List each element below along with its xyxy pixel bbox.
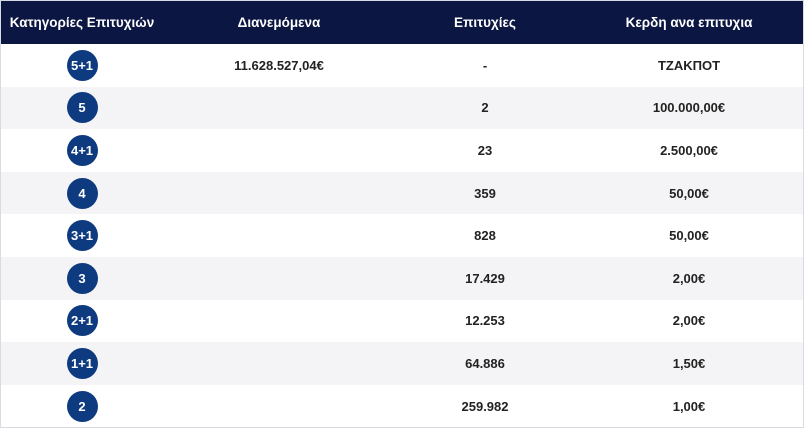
- category-badge: 2+1: [66, 305, 98, 337]
- distributed-cell: 11.628.527,04€: [234, 57, 324, 73]
- header-winners: Επιτυχίες: [454, 15, 516, 30]
- winners-cell: 23: [477, 142, 493, 158]
- winners-cell: 259.982: [461, 398, 509, 414]
- winners-cell: 12.253: [465, 313, 505, 329]
- table-row: 5 2 100.000,00€: [1, 86, 803, 130]
- prize-cell: ΤΖΑΚΠΟΤ: [657, 57, 721, 73]
- distributed-cell: [163, 87, 395, 130]
- prize-cell: 2,00€: [672, 270, 706, 286]
- header-prize: Κερδη ανα επιτυχια: [625, 15, 753, 30]
- table-header: Κατηγορίες Επιτυχιών Διανεμόμενα Επιτυχί…: [1, 1, 803, 44]
- winners-cell: -: [482, 57, 488, 73]
- distributed-cell: [163, 385, 395, 428]
- distributed-cell: [163, 257, 395, 300]
- table-row: 3+1 828 50,00€: [1, 214, 803, 257]
- winners-cell: 17.429: [465, 270, 505, 286]
- category-badge: 4+1: [66, 134, 98, 166]
- prize-cell: 2,00€: [672, 313, 706, 329]
- category-badge: 3+1: [66, 220, 98, 252]
- header-categories: Κατηγορίες Επιτυχιών: [9, 15, 155, 30]
- prize-cell: 1,50€: [672, 355, 706, 371]
- table-row: 4+1 23 2.500,00€: [1, 129, 803, 172]
- distributed-cell: [163, 300, 395, 343]
- winners-cell: 2: [481, 100, 489, 116]
- winners-cell: 828: [474, 228, 496, 244]
- table-row: 2 259.982 1,00€: [1, 384, 803, 428]
- prize-cell: 2.500,00€: [660, 142, 718, 158]
- category-badge: 1+1: [66, 347, 98, 379]
- table-row: 2+1 12.253 2,00€: [1, 299, 803, 343]
- prize-cell: 50,00€: [669, 228, 709, 244]
- category-badge: 4: [66, 177, 98, 209]
- table-body: 5+1 11.628.527,04€ - ΤΖΑΚΠΟΤ 5 2 100.000…: [1, 44, 803, 428]
- category-badge: 2: [66, 390, 98, 422]
- table-row: 5+1 11.628.527,04€ - ΤΖΑΚΠΟΤ: [1, 44, 803, 87]
- distributed-cell: [163, 214, 395, 257]
- table-row: 3 17.429 2,00€: [1, 256, 803, 300]
- category-badge: 5+1: [66, 49, 98, 81]
- prize-cell: 1,00€: [672, 398, 706, 414]
- distributed-cell: [163, 342, 395, 385]
- prize-cell: 100.000,00€: [652, 100, 726, 116]
- winners-cell: 359: [474, 185, 496, 201]
- prize-cell: 50,00€: [669, 185, 709, 201]
- table-row: 1+1 64.886 1,50€: [1, 342, 803, 385]
- distributed-cell: [163, 172, 395, 215]
- category-badge: 5: [66, 92, 98, 124]
- distributed-cell: [163, 129, 395, 172]
- table-row: 4 359 50,00€: [1, 171, 803, 215]
- category-badge: 3: [66, 262, 98, 294]
- header-distributed: Διανεμόμενα: [237, 15, 321, 30]
- winners-cell: 64.886: [465, 355, 505, 371]
